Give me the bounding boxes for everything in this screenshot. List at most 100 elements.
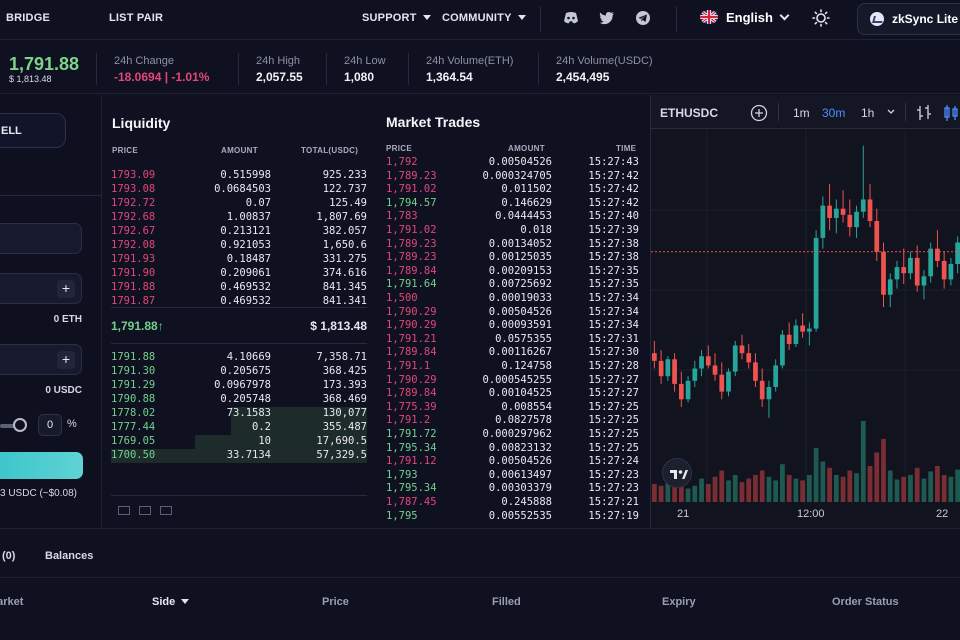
nav-community[interactable]: COMMUNITY (442, 12, 526, 24)
add-indicator-icon[interactable] (750, 104, 768, 122)
bid-row[interactable]: 1791.30 0.205675 368.425 (111, 365, 367, 379)
timeframe-30m[interactable]: 30m (822, 106, 846, 120)
trade-row: 1,791.12 0.00504526 15:27:24 (386, 455, 642, 469)
bid-row[interactable]: 1700.50 33.7134 57,329.5 (111, 449, 367, 463)
trade-row: 1,790.29 0.00093591 15:27:34 (386, 319, 642, 333)
trade-row: 1,795.34 0.00823132 15:27:25 (386, 442, 642, 456)
candle-style-icon[interactable] (943, 104, 959, 122)
trade-amount: 0.018 (520, 224, 552, 236)
plus-icon[interactable]: + (57, 351, 75, 369)
twitter-icon[interactable] (599, 11, 615, 25)
ask-row[interactable]: 1791.93 0.18487 331.275 (111, 253, 367, 267)
price-chart: ETHUSDC 1m 30m 1h 21 12:00 22 (650, 95, 960, 528)
high-label: 24h High (256, 55, 301, 67)
ask-row[interactable]: 1792.68 1.00837 1,807.69 (111, 211, 367, 225)
nav-bridge[interactable]: BRIDGE (6, 12, 50, 24)
candle-body (739, 345, 745, 354)
chevron-down-icon[interactable] (887, 108, 895, 116)
submit-order-button[interactable] (0, 452, 83, 479)
telegram-icon[interactable] (635, 11, 651, 25)
nav-divider (676, 6, 677, 32)
ask-row[interactable]: 1791.88 0.469532 841.345 (111, 281, 367, 295)
ticker-bar: 1,791.88 $ 1,813.48 24h Change -18.0694 … (0, 41, 960, 94)
network-selector[interactable]: zkSync Lite (857, 3, 960, 35)
trade-amount: 0.0444453 (495, 210, 552, 223)
candle-body (678, 383, 684, 400)
bid-amount: 0.2 (252, 421, 271, 433)
col-price: Price (322, 596, 349, 608)
bid-row[interactable]: 1777.44 0.2 355.487 (111, 421, 367, 435)
trade-time: 15:27:25 (588, 441, 639, 454)
trade-row: 1,789.23 0.00125035 15:27:38 (386, 251, 642, 265)
nav-support[interactable]: SUPPORT (362, 12, 431, 24)
volume-bar (800, 480, 805, 502)
volume-bar (726, 480, 731, 502)
bid-price: 1790.88 (111, 393, 156, 405)
amount-eth-input[interactable]: + (0, 273, 82, 304)
volume-bar (820, 461, 826, 502)
price-input[interactable] (0, 223, 82, 254)
tab-balances[interactable]: Balances (45, 550, 94, 562)
volume-bar (860, 421, 866, 502)
candlestick-plot[interactable] (651, 130, 960, 502)
toolbar-divider (778, 103, 779, 121)
bid-total: 130,077 (322, 407, 367, 419)
trade-row: 1,791.02 0.011502 15:27:42 (386, 183, 642, 197)
bid-row[interactable]: 1769.05 10 17,690.5 (111, 435, 367, 449)
amount-usdc-input[interactable]: + (0, 344, 82, 375)
trade-time: 15:27:43 (588, 156, 639, 168)
candle-body (685, 380, 691, 400)
timeframe-1h[interactable]: 1h (861, 106, 875, 120)
ask-price: 1793.09 (111, 169, 156, 181)
volume-bar (692, 485, 698, 502)
sell-tab[interactable]: ELL (0, 113, 66, 148)
high-value: 2,057.55 (256, 70, 303, 84)
ask-price: 1793.08 (111, 183, 156, 195)
volume-bar (658, 485, 664, 502)
view-bids-icon[interactable] (139, 506, 151, 515)
ask-row[interactable]: 1793.09 0.515998 925.233 (111, 169, 367, 183)
percent-slider-handle[interactable] (13, 418, 27, 432)
trade-time: 15:27:34 (588, 292, 639, 304)
candle-body (887, 279, 893, 295)
candle-body (692, 368, 698, 381)
bid-row[interactable]: 1790.88 0.205748 368.469 (111, 393, 367, 407)
tab-orders[interactable]: (0) (2, 550, 16, 562)
trade-price: 1,794.57 (386, 196, 437, 209)
nav-list-pair[interactable]: LIST PAIR (109, 12, 164, 24)
trade-time: 15:27:30 (588, 346, 639, 359)
volume-bar (672, 475, 677, 502)
ask-row[interactable]: 1791.90 0.209061 374.616 (111, 267, 367, 281)
language-selector[interactable]: English (700, 10, 790, 25)
volume-bar (753, 475, 758, 502)
tradingview-logo[interactable] (662, 458, 692, 488)
trade-time: 15:27:42 (588, 196, 639, 209)
chart-symbol[interactable]: ETHUSDC (660, 106, 719, 120)
trade-price: 1,790.29 (386, 319, 437, 332)
timeframe-1m[interactable]: 1m (793, 106, 810, 120)
bid-row[interactable]: 1791.88 4.10669 7,358.71 (111, 351, 367, 365)
ask-amount: 0.18487 (226, 253, 271, 265)
ask-row[interactable]: 1792.08 0.921053 1,650.6 (111, 239, 367, 253)
bid-price: 1769.05 (111, 435, 156, 447)
col-time: TIME (616, 144, 637, 153)
ask-row[interactable]: 1791.87 0.469532 841.341 (111, 295, 367, 309)
ask-row[interactable]: 1792.67 0.213121 382.057 (111, 225, 367, 239)
discord-icon[interactable] (563, 11, 579, 25)
bid-row[interactable]: 1791.29 0.0967978 173.393 (111, 379, 367, 393)
ask-row[interactable]: 1793.08 0.0684503 122.737 (111, 183, 367, 197)
bar-style-icon[interactable] (916, 104, 932, 122)
trade-time: 15:27:19 (588, 509, 639, 522)
ask-row[interactable]: 1792.72 0.07 125.49 (111, 197, 367, 211)
view-asks-icon[interactable] (160, 506, 172, 515)
plus-icon[interactable]: + (57, 280, 75, 298)
theme-toggle-icon[interactable] (812, 9, 830, 27)
percent-slider-track[interactable] (0, 424, 20, 428)
view-both-icon[interactable] (118, 506, 130, 515)
trade-row: 1,789.23 0.000324705 15:27:42 (386, 170, 642, 184)
col-side[interactable]: Side (152, 596, 190, 608)
nav-support-label: SUPPORT (362, 12, 417, 24)
percent-input[interactable]: 0 (38, 414, 62, 436)
trade-row: 1,791.1 0.124758 15:27:28 (386, 360, 642, 374)
bid-row[interactable]: 1778.02 73.1583 130,077 (111, 407, 367, 421)
